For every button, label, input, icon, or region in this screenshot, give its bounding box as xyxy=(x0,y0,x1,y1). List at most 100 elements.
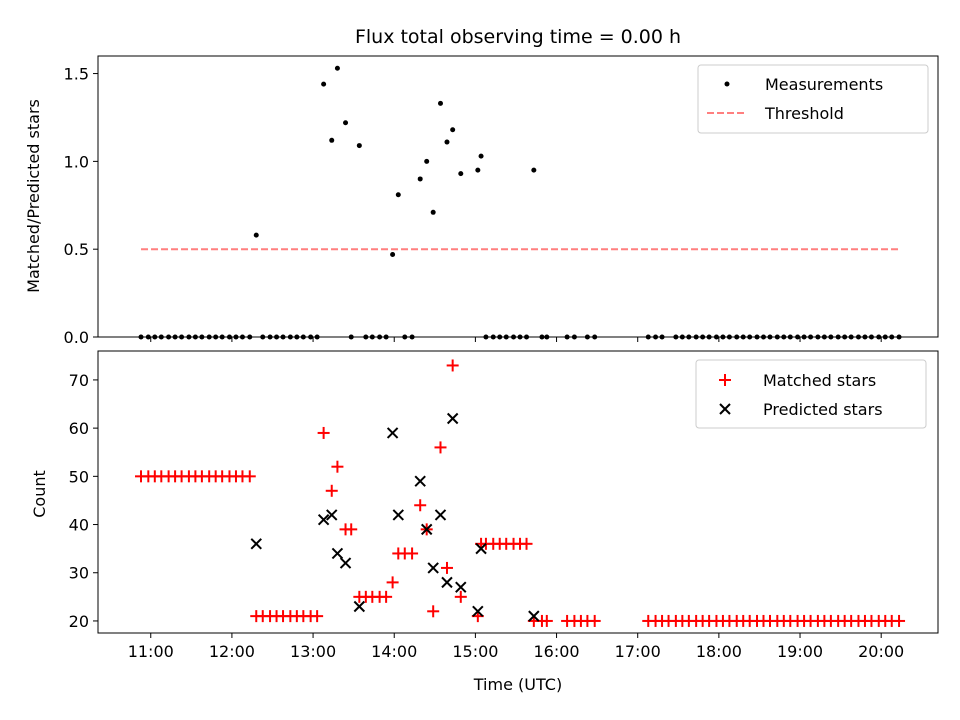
top-point-0-5 xyxy=(356,143,362,149)
bottom-point-0-29 xyxy=(331,460,344,473)
top-point-0-1 xyxy=(321,81,327,87)
top-ytick-label: 1.5 xyxy=(64,65,89,84)
bottom-legend: Matched stars Predicted stars xyxy=(695,359,927,429)
bottom-ytick-label: 50 xyxy=(69,467,89,486)
bottom-point-1-7 xyxy=(392,509,404,521)
bottom-point-0-46 xyxy=(446,359,459,372)
top-point-0-10 xyxy=(430,209,436,215)
bottom-series-0 xyxy=(135,359,906,627)
top-legend-box xyxy=(697,64,929,134)
bottom-xtick-label: 19:00 xyxy=(777,642,823,661)
bottom-point-1-2 xyxy=(326,509,338,521)
bottom-point-0-27 xyxy=(317,426,330,439)
top-point-0-9 xyxy=(424,158,430,164)
bottom-axes: Count Time (UTC) 20 30 40 50 60 70 11:00 12:00… xyxy=(30,350,939,694)
bottom-point-1-1 xyxy=(317,514,330,526)
top-ytick-label: 0.5 xyxy=(64,240,89,259)
bottom-point-0-43 xyxy=(427,605,440,618)
top-point-0-2 xyxy=(329,137,335,143)
bottom-point-0-40 xyxy=(406,547,419,560)
bottom-point-0-59 xyxy=(540,614,553,627)
bottom-point-1-16 xyxy=(475,542,487,555)
legend-measurements-label: Measurements xyxy=(765,75,883,94)
top-point-0-12 xyxy=(444,139,450,145)
bottom-point-0-36 xyxy=(380,590,393,603)
bottom-xtick-label: 15:00 xyxy=(452,642,498,661)
bottom-point-0-102 xyxy=(893,614,906,627)
top-axes-frame xyxy=(97,55,939,338)
bottom-xtick-label: 14:00 xyxy=(371,642,417,661)
bottom-point-0-64 xyxy=(588,614,601,627)
top-point-0-11 xyxy=(437,100,443,106)
bottom-axes-frame xyxy=(97,350,939,634)
bottom-xtick-label: 13:00 xyxy=(290,642,336,661)
top-y-axis-label: Matched/Predicted stars xyxy=(24,99,43,293)
top-point-0-13 xyxy=(450,127,456,133)
legend-matched-label: Matched stars xyxy=(763,371,876,390)
bottom-ytick-label: 60 xyxy=(69,419,89,438)
bottom-x-ticks: 11:00 12:00 13:00 14:00 15:00 16:00 17:00 18:00… xyxy=(128,633,904,661)
top-point-0-7 xyxy=(395,192,401,198)
top-point-0-17 xyxy=(531,167,537,173)
bottom-xtick-label: 18:00 xyxy=(696,642,742,661)
bottom-plot-area xyxy=(135,359,906,627)
legend-predicted-marker xyxy=(719,403,731,415)
bottom-point-1-0 xyxy=(250,538,262,550)
bottom-series-1 xyxy=(250,412,540,622)
bottom-ytick-label: 40 xyxy=(69,516,89,535)
bottom-point-1-5 xyxy=(353,600,366,613)
bottom-point-1-8 xyxy=(414,475,426,487)
top-ytick-label: 0.0 xyxy=(64,328,89,347)
top-point-0-8 xyxy=(417,176,423,182)
bottom-point-1-11 xyxy=(434,509,447,521)
top-point-0-4 xyxy=(343,120,349,126)
legend-predicted-label: Predicted stars xyxy=(763,400,883,419)
top-legend: Measurements Threshold xyxy=(697,64,929,134)
top-axes: Flux total observing time = 0.00 h Match… xyxy=(24,26,939,347)
bottom-xtick-label: 17:00 xyxy=(615,642,661,661)
top-point-0-16 xyxy=(478,153,484,159)
top-point-0-0 xyxy=(253,232,259,238)
bottom-xtick-label: 12:00 xyxy=(209,642,255,661)
top-point-0-15 xyxy=(475,167,481,173)
legend-measurements-marker xyxy=(724,81,730,87)
bottom-ytick-label: 70 xyxy=(69,371,89,390)
bottom-y-ticks: 20 30 40 50 60 70 xyxy=(69,371,98,631)
bottom-point-1-10 xyxy=(427,562,439,574)
bottom-legend-box xyxy=(695,359,927,429)
legend-threshold-label: Threshold xyxy=(764,104,844,123)
bottom-point-0-37 xyxy=(386,576,399,589)
top-point-0-14 xyxy=(458,171,464,177)
bottom-point-1-12 xyxy=(441,576,453,589)
bottom-point-1-14 xyxy=(455,581,467,593)
bottom-point-1-9 xyxy=(420,523,433,536)
bottom-point-0-31 xyxy=(345,523,358,536)
bottom-point-0-28 xyxy=(325,484,338,497)
bottom-point-0-47 xyxy=(454,590,467,603)
bottom-point-1-4 xyxy=(339,557,352,569)
bottom-xtick-label: 16:00 xyxy=(533,642,579,661)
top-y-ticks: 0.0 0.5 1.0 1.5 xyxy=(64,65,98,347)
top-point-0-3 xyxy=(334,65,340,71)
bottom-point-0-41 xyxy=(414,499,427,512)
top-point-0-6 xyxy=(390,251,396,257)
bottom-xtick-label: 20:00 xyxy=(858,642,904,661)
bottom-point-1-13 xyxy=(446,412,459,425)
bottom-y-axis-label: Count xyxy=(30,470,49,518)
bottom-point-1-17 xyxy=(528,610,540,622)
legend-matched-marker xyxy=(719,374,731,386)
bottom-xtick-label: 11:00 xyxy=(128,642,174,661)
chart-title: Flux total observing time = 0.00 h xyxy=(355,26,681,48)
top-ytick-label: 1.0 xyxy=(64,152,89,171)
bottom-point-0-44 xyxy=(434,441,447,454)
bottom-ytick-label: 20 xyxy=(69,612,89,631)
bottom-point-0-26 xyxy=(311,610,324,623)
bottom-point-1-6 xyxy=(386,427,399,439)
bottom-point-0-56 xyxy=(520,537,533,550)
bottom-point-1-3 xyxy=(331,547,344,560)
bottom-ytick-label: 30 xyxy=(69,564,89,583)
bottom-x-axis-label: Time (UTC) xyxy=(473,675,562,694)
bottom-point-0-16 xyxy=(243,470,256,483)
bottom-point-0-45 xyxy=(440,561,453,574)
